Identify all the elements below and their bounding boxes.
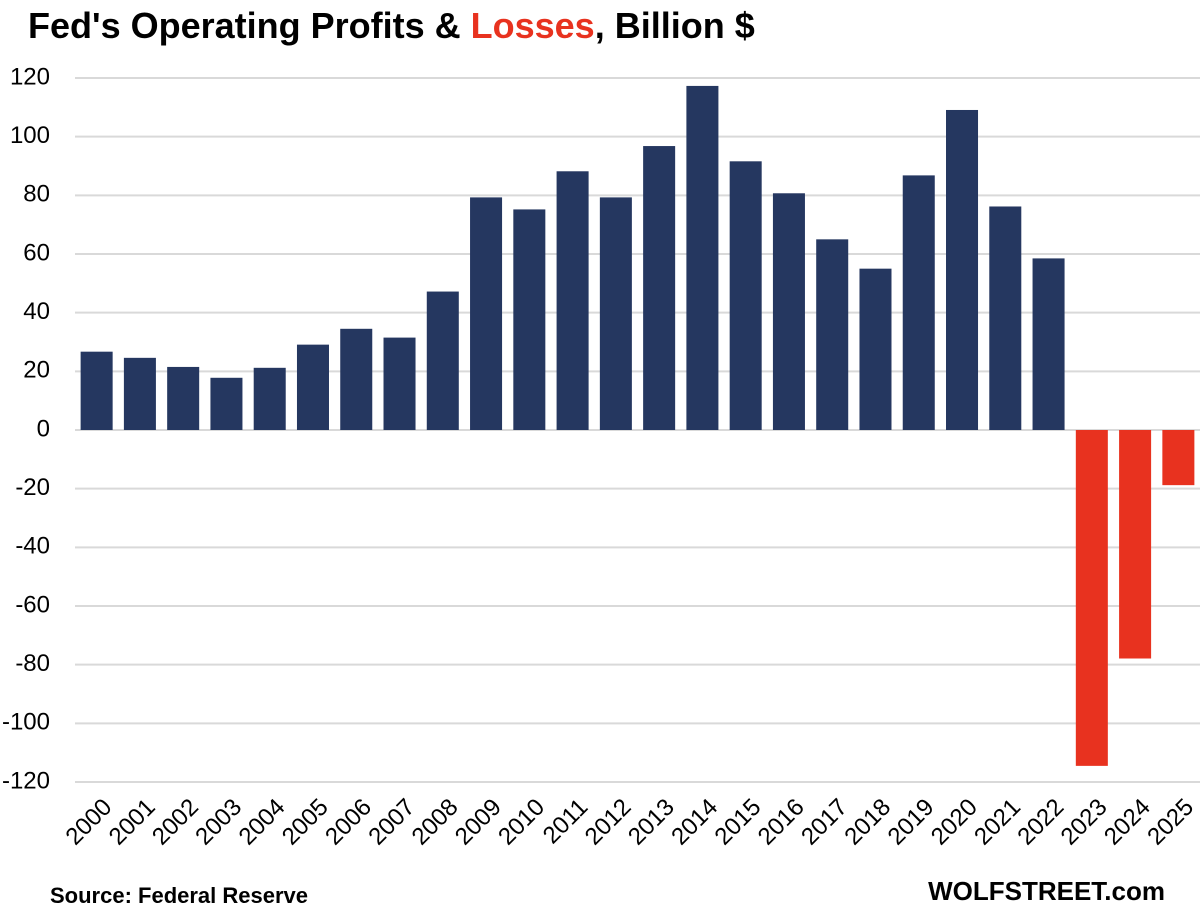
x-tick-label: 2003 — [190, 794, 247, 851]
credit: WOLFSTREET.com — [928, 876, 1165, 906]
bar — [340, 328, 373, 430]
y-tick-label: 80 — [23, 181, 50, 208]
bar — [470, 197, 503, 430]
bar — [816, 239, 849, 430]
title-part: , Billion $ — [595, 5, 755, 46]
y-tick-label: 20 — [23, 357, 50, 384]
x-tick-label: 2019 — [883, 794, 940, 851]
title-part: Losses — [471, 5, 595, 46]
bar — [686, 85, 719, 431]
y-tick-label: -40 — [15, 533, 50, 560]
bar — [513, 209, 546, 430]
y-tick-label: 120 — [10, 63, 50, 90]
bar — [556, 171, 589, 430]
x-tick-label: 2016 — [753, 794, 810, 851]
x-tick-label: 2007 — [363, 794, 420, 851]
x-tick-label: 2022 — [1012, 794, 1069, 851]
x-tick-label: 2024 — [1099, 794, 1156, 851]
bar — [643, 146, 676, 430]
x-tick-label: 2002 — [147, 794, 204, 851]
bar — [426, 291, 459, 430]
x-tick-label: 2025 — [1142, 794, 1199, 851]
x-tick-label: 2011 — [538, 794, 594, 850]
x-tick-label: 2023 — [1056, 794, 1113, 851]
x-tick-label: 2020 — [926, 794, 983, 851]
bar — [253, 367, 286, 430]
bar — [296, 344, 329, 430]
bar — [210, 377, 243, 430]
x-tick-label: 2021 — [969, 794, 1026, 851]
bar — [902, 175, 935, 430]
x-tick-label: 2008 — [407, 794, 464, 851]
chart-title: Fed's Operating Profits & Losses, Billio… — [28, 5, 755, 46]
y-tick-label: 100 — [10, 122, 50, 149]
y-tick-label: -20 — [15, 474, 50, 501]
x-tick-label: 2018 — [839, 794, 896, 851]
y-tick-label: -60 — [15, 591, 50, 618]
y-tick-label: 40 — [23, 298, 50, 325]
bar — [989, 206, 1022, 430]
x-tick-label: 2006 — [320, 794, 377, 851]
x-tick-label: 2013 — [623, 794, 680, 851]
x-tick-label: 2004 — [234, 794, 291, 851]
bar — [1075, 430, 1108, 766]
bar — [772, 193, 805, 430]
y-tick-label: -120 — [2, 767, 50, 794]
bar — [1162, 430, 1195, 486]
y-tick-label: 60 — [23, 239, 50, 266]
x-tick-label: 2000 — [61, 794, 118, 851]
title-part: Fed's Operating Profits & — [28, 5, 471, 46]
bar — [1032, 258, 1065, 430]
bar — [123, 357, 156, 430]
x-tick-label: 2010 — [493, 794, 550, 851]
bar — [167, 366, 200, 430]
bar — [729, 161, 762, 430]
bar — [383, 337, 416, 430]
y-tick-label: -100 — [2, 709, 50, 736]
bar — [599, 197, 632, 430]
bar — [1119, 430, 1152, 659]
bar — [80, 351, 113, 430]
x-tick-label: 2005 — [277, 794, 334, 851]
x-tick-label: 2001 — [104, 794, 161, 851]
bar — [946, 109, 979, 431]
source: Source: Federal Reserve — [50, 883, 308, 908]
y-tick-label: 0 — [37, 415, 50, 442]
x-tick-label: 2009 — [450, 794, 507, 851]
x-tick-label: 2015 — [710, 794, 767, 851]
x-tick-label: 2012 — [580, 794, 637, 851]
x-tick-label: 2014 — [666, 794, 723, 851]
bar — [859, 268, 892, 430]
y-tick-label: -80 — [15, 650, 50, 677]
x-tick-label: 2017 — [796, 794, 853, 851]
